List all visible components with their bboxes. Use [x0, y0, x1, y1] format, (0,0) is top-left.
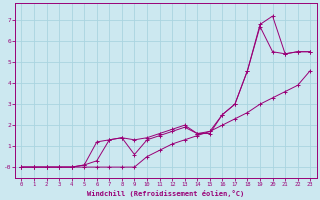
X-axis label: Windchill (Refroidissement éolien,°C): Windchill (Refroidissement éolien,°C) — [87, 190, 244, 197]
